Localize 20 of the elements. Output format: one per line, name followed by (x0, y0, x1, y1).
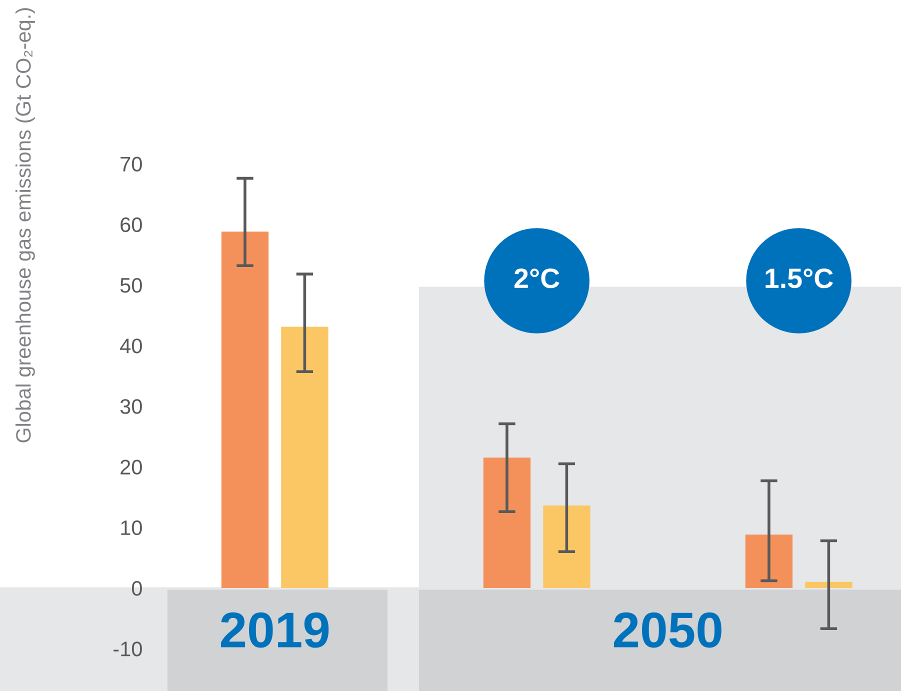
y-tick-label: -10 (114, 642, 142, 656)
y-tick-label: 40 (120, 338, 142, 354)
x-tick-label: 2°C (514, 268, 560, 288)
bar (281, 326, 328, 588)
annotation: 2050 (614, 612, 722, 648)
bar (483, 458, 531, 588)
y-tick-label: 30 (120, 399, 142, 414)
bar (543, 506, 590, 588)
bar (221, 232, 269, 588)
y-tick-label: 20 (120, 460, 142, 475)
bar (805, 582, 852, 588)
bar (745, 534, 793, 588)
x-tick-label: 1.5°C (766, 268, 833, 288)
y-tick-label: 60 (120, 217, 142, 232)
x-tick-label: 2019 (220, 612, 329, 648)
y-tick-label: 50 (120, 278, 142, 293)
y-axis-title: Global greenhouse gas emissions (Gt CO₂-eq.) (16, 8, 35, 442)
y-tick-label: 70 (120, 156, 142, 172)
y-tick-label: 10 (121, 520, 142, 536)
y-tick-label: 0 (132, 580, 142, 596)
